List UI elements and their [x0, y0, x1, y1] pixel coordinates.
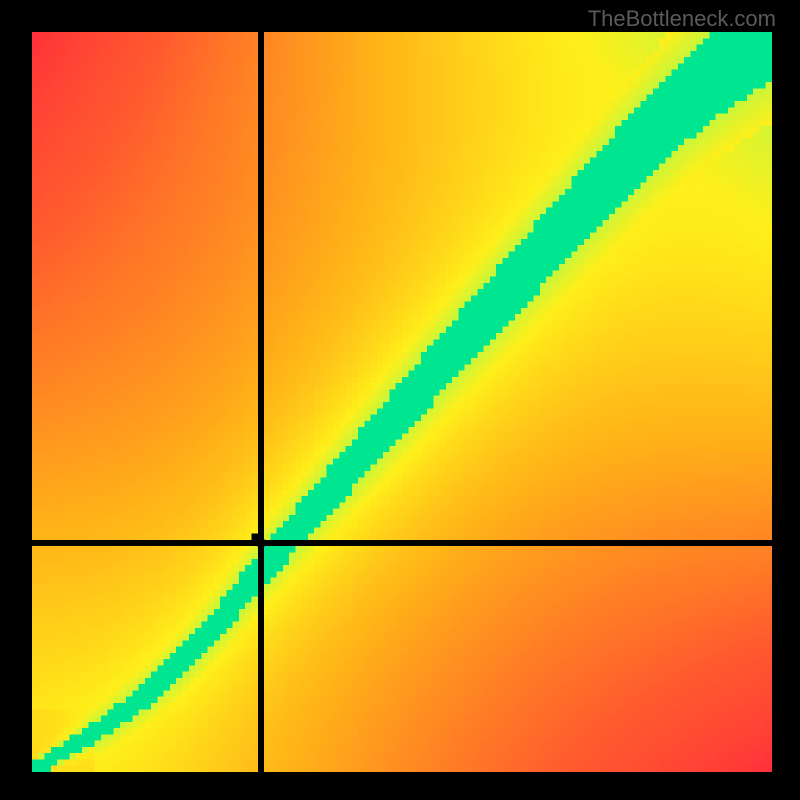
bottleneck-heatmap-chart [32, 32, 772, 772]
watermark-text: TheBottleneck.com [588, 6, 776, 32]
crosshair-horizontal [32, 542, 772, 543]
crosshair-vertical [261, 32, 262, 772]
crosshair-dot [256, 538, 266, 548]
